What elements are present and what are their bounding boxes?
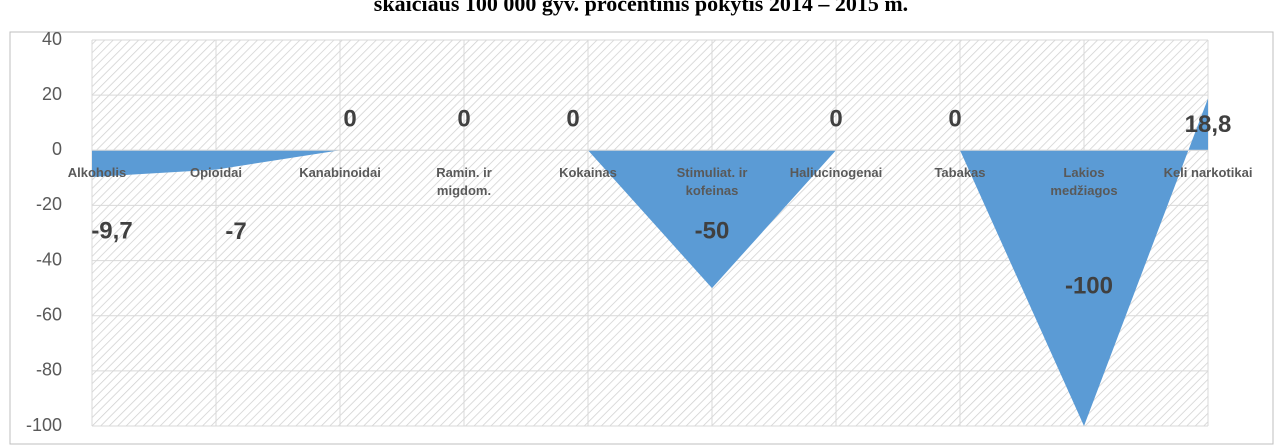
chart-title: skaičiaus 100 000 gyv. procentinis pokyt…	[374, 0, 908, 16]
x-tick-label: Stimuliat. ir kofeinas	[676, 165, 748, 199]
y-tick-label: -80	[36, 360, 62, 380]
data-label: 0	[343, 106, 356, 133]
y-tick-label: -40	[36, 249, 62, 269]
data-label: 0	[566, 106, 579, 133]
x-tick-label: Alkoholis	[67, 165, 127, 181]
data-label: -7	[225, 218, 246, 245]
y-tick-label: 0	[52, 139, 62, 159]
x-tick-label: Keli narkotikai	[1163, 165, 1253, 181]
x-tick-label: Tabakas	[934, 165, 986, 181]
y-tick-label: -100	[26, 415, 62, 435]
x-tick-label: Haliucinogenai	[789, 165, 883, 181]
data-label: -100	[1065, 272, 1113, 299]
data-label: -50	[695, 217, 730, 244]
x-tick-label: Ramin. ir migdom.	[436, 165, 492, 199]
data-label: 0	[457, 106, 470, 133]
y-tick-label: 40	[42, 29, 62, 49]
y-tick-label: 20	[42, 84, 62, 104]
data-label: 18,8	[1185, 111, 1232, 138]
y-tick-label: -60	[36, 304, 62, 324]
x-tick-label: Kanabinoidai	[299, 165, 381, 181]
y-tick-label: -20	[36, 194, 62, 214]
chart-border	[9, 31, 1274, 445]
data-label: 0	[948, 106, 961, 133]
data-label: 0	[829, 106, 842, 133]
data-label: -9,7	[91, 217, 132, 244]
area	[92, 98, 1208, 427]
x-tick-label: Opioidai	[190, 165, 242, 181]
x-tick-label: Kokainas	[559, 165, 617, 181]
x-tick-label: Lakios medžiagos	[1050, 165, 1118, 199]
